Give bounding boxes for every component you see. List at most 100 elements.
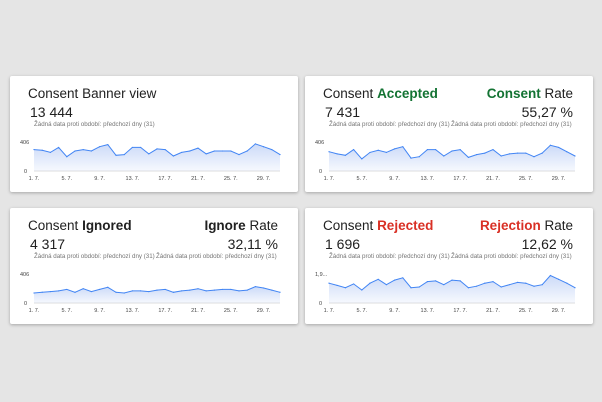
data-point (246, 289, 248, 291)
data-point (410, 287, 412, 289)
data-point (492, 148, 494, 151)
card-accepted[interactable]: Consent Accepted Consent Rate 7 431 55,2… (305, 76, 593, 192)
data-point (394, 279, 396, 281)
data-point (508, 153, 510, 155)
data-point (467, 156, 469, 159)
data-point (459, 280, 461, 282)
title-accent: Ignored (82, 218, 132, 233)
data-point (525, 152, 527, 154)
card-ignored[interactable]: Consent Ignored Ignore Rate 4 317 32,11 … (10, 208, 298, 324)
data-point (213, 289, 215, 291)
data-point (131, 290, 133, 292)
rate-value: 55,27 % (521, 104, 573, 120)
sparkline-chart[interactable]: 406 01. 7. 5. 7. 9. 7. 13. 7. 17. 7. 21. 7. 25.… (10, 266, 298, 314)
data-point (131, 146, 133, 149)
x-tick-label: 13. 7. (126, 308, 140, 314)
data-point (336, 153, 338, 155)
sparkline-chart[interactable]: 1,9... 01. 7. 5. 7. 9. 7. 13. 7. 17. 7. 21. 7.… (305, 266, 593, 314)
card-banner-view[interactable]: Consent Banner view 13 444 Žádná data pr… (10, 76, 298, 192)
data-point (230, 288, 232, 291)
data-point (344, 287, 346, 289)
data-point (205, 290, 207, 292)
sparkline-chart[interactable]: 406 01. 7. 5. 7. 9. 7. 13. 7. 17. 7. 21. 7. 25.… (305, 134, 593, 182)
metric-value: 1 696 (325, 236, 361, 252)
data-point (205, 153, 207, 155)
data-point (181, 151, 183, 154)
x-tick-label: 17. 7. (158, 176, 172, 182)
data-point (574, 287, 576, 289)
data-point (443, 284, 445, 286)
x-tick-label: 21. 7. (486, 308, 500, 314)
series-area (34, 286, 280, 303)
data-point (517, 152, 519, 154)
data-point (107, 143, 109, 146)
data-point (156, 289, 158, 291)
data-point (222, 288, 224, 291)
comparison-note: Žádná data proti období: předchozí dny (… (329, 253, 450, 260)
data-point (156, 148, 158, 150)
x-tick-label: 13. 7. (421, 176, 435, 182)
data-point (418, 286, 420, 288)
data-point (541, 152, 543, 154)
data-point (66, 156, 68, 158)
x-tick-label: 17. 7. (158, 308, 172, 314)
comparison-note: Žádná data proti období: předchozí dny (… (329, 121, 450, 128)
x-tick-label: 21. 7. (191, 308, 205, 314)
series-area (329, 275, 575, 303)
data-point (181, 290, 183, 292)
data-point (549, 274, 551, 277)
data-point (254, 285, 256, 288)
sparkline-chart[interactable]: 406 01. 7. 5. 7. 9. 7. 13. 7. 17. 7. 21. 7. 25.… (10, 134, 298, 182)
y-axis-zero-label: 0 (319, 169, 322, 175)
data-point (279, 153, 281, 156)
data-point (41, 291, 43, 293)
data-point (90, 150, 92, 152)
x-tick-label: 9. 7. (94, 308, 105, 314)
data-point (361, 158, 363, 160)
data-point (549, 144, 551, 146)
x-tick-label: 13. 7. (421, 308, 435, 314)
data-point (222, 150, 224, 152)
data-point (410, 157, 412, 159)
data-point (82, 148, 84, 151)
card-title: Consent Rejected (323, 218, 433, 233)
title-prefix: Consent (323, 86, 374, 101)
x-tick-label: 29. 7. (257, 176, 271, 182)
data-point (148, 153, 150, 155)
x-tick-label: 1. 7. (324, 308, 335, 314)
data-point (271, 148, 273, 151)
data-point (418, 156, 420, 158)
card-rejected[interactable]: Consent Rejected Rejection Rate 1 696 12… (305, 208, 593, 324)
rate-value: 12,62 % (521, 236, 573, 252)
data-point (74, 150, 76, 152)
y-axis-zero-label: 0 (319, 301, 322, 307)
rate-suffix: Rate (249, 218, 278, 233)
data-point (189, 289, 191, 291)
data-point (574, 155, 576, 157)
x-tick-label: 5. 7. (356, 176, 367, 182)
metric-value: 13 444 (30, 104, 73, 120)
data-point (49, 151, 52, 154)
card-title: Consent Ignored (28, 218, 132, 233)
data-point (451, 279, 453, 281)
data-point (484, 152, 486, 154)
data-point (74, 291, 76, 293)
y-axis-zero-label: 0 (24, 169, 27, 175)
x-tick-label: 25. 7. (519, 176, 533, 182)
title-prefix: Consent (28, 218, 79, 233)
data-point (558, 278, 560, 280)
data-point (533, 285, 535, 287)
data-point (500, 286, 502, 288)
data-point (197, 147, 199, 149)
data-point (402, 277, 404, 279)
data-point (533, 156, 535, 158)
rate-comparison-note: Žádná data proti období: předchozí dny (… (451, 121, 572, 128)
x-tick-label: 9. 7. (94, 176, 105, 182)
data-point (467, 287, 469, 289)
data-point (33, 292, 35, 294)
data-point (189, 150, 191, 152)
data-point (369, 282, 371, 284)
data-point (558, 146, 560, 149)
comparison-note: Žádná data proti období: předchozí dny (… (34, 253, 155, 260)
data-point (238, 153, 240, 156)
